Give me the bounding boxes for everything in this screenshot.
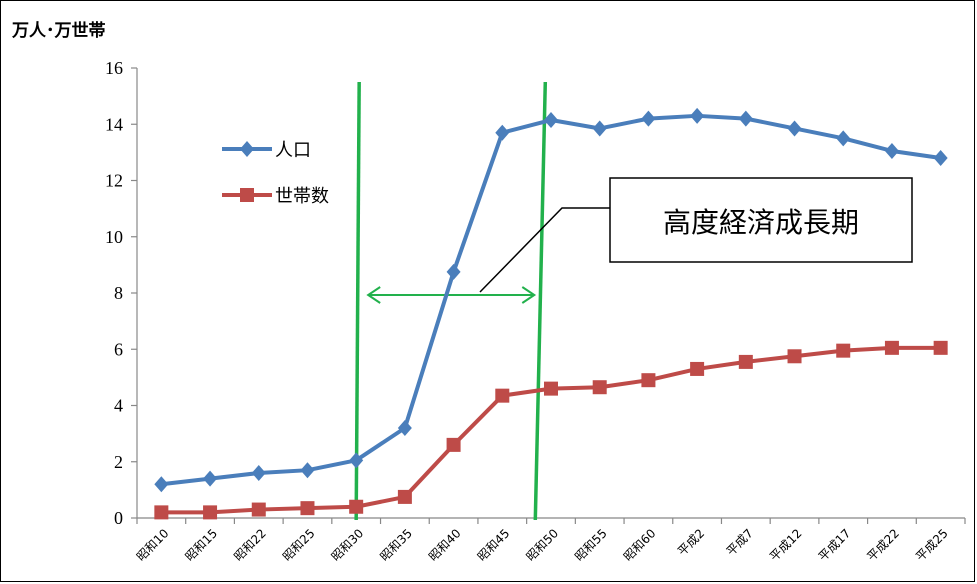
legend-label: 人口 xyxy=(275,140,311,161)
data-point-square xyxy=(154,505,169,520)
y-tick-label: 10 xyxy=(105,227,123,247)
data-point-diamond xyxy=(592,120,607,137)
data-point-diamond xyxy=(544,112,558,129)
series-layer xyxy=(154,107,948,520)
x-tick-label: 昭和50 xyxy=(523,526,561,564)
callout-box xyxy=(609,177,913,263)
legend-marker-diamond xyxy=(240,141,254,157)
x-tick-label: 平成17 xyxy=(816,526,854,564)
series-line xyxy=(161,345,941,515)
period-arrow-head-right xyxy=(521,286,537,304)
period-boundary-lines xyxy=(354,81,548,521)
data-point-square xyxy=(836,343,851,358)
x-tick-label: 昭和40 xyxy=(426,526,464,564)
data-point-diamond xyxy=(446,263,461,280)
data-point-diamond xyxy=(738,110,753,127)
data-point-diamond xyxy=(397,420,412,436)
data-point-square xyxy=(641,373,656,388)
data-point-diamond xyxy=(300,462,315,479)
data-point-square xyxy=(544,381,558,396)
y-tick-label: 0 xyxy=(114,508,123,528)
x-tick-label: 昭和55 xyxy=(572,526,610,564)
series-population xyxy=(154,107,948,493)
legend-label: 世帯数 xyxy=(275,186,329,207)
legend-item: 人口 xyxy=(222,140,311,161)
data-point-square xyxy=(933,340,948,355)
data-point-square xyxy=(495,388,510,403)
x-tick-label: 昭和35 xyxy=(377,526,415,564)
x-tick-label: 昭和10 xyxy=(134,526,172,564)
period-start-line xyxy=(354,81,361,521)
period-end-line xyxy=(533,81,548,521)
legend-item: 世帯数 xyxy=(222,186,329,207)
x-tick-label: 平成22 xyxy=(864,526,902,564)
callout-leader-line xyxy=(479,207,610,293)
data-point-diamond xyxy=(495,124,510,141)
x-tick-label: 平成12 xyxy=(767,526,805,564)
callout-text: 高度経済成長期 xyxy=(663,206,859,239)
data-point-diamond xyxy=(251,465,266,481)
data-point-diamond xyxy=(836,130,851,147)
x-tick-label: 平成2 xyxy=(675,526,707,558)
data-point-diamond xyxy=(641,110,656,127)
x-tick-label: 昭和15 xyxy=(183,526,221,564)
data-point-square xyxy=(446,437,461,452)
y-tick-label: 12 xyxy=(105,171,123,191)
period-arrow-head-left xyxy=(366,286,381,304)
data-point-diamond xyxy=(787,120,802,137)
data-point-square xyxy=(884,340,899,355)
data-point-square xyxy=(738,354,753,369)
x-tick-label: 平成25 xyxy=(913,526,951,564)
y-tick-label: 14 xyxy=(105,114,123,134)
data-point-diamond xyxy=(154,476,169,493)
data-point-diamond xyxy=(884,142,899,159)
callout: 高度経済成長期 xyxy=(479,177,913,293)
x-tick-label: 昭和25 xyxy=(280,526,318,564)
y-tick-label: 2 xyxy=(114,452,123,472)
unit-label: 万人･万世帯 xyxy=(11,20,106,41)
x-tick-label: 昭和60 xyxy=(621,526,659,564)
y-axis: 0 2 4 6 8 10 12 14 16 xyxy=(105,58,138,528)
x-tick-label: 昭和45 xyxy=(475,526,513,564)
y-tick-label: 4 xyxy=(114,396,123,416)
data-point-square xyxy=(690,361,705,376)
legend-marker-square xyxy=(240,188,254,202)
data-point-square xyxy=(592,380,607,395)
data-point-square xyxy=(203,505,218,520)
data-point-square xyxy=(251,502,266,517)
series-households xyxy=(154,340,948,520)
y-tick-label: 6 xyxy=(114,339,123,359)
x-tick-label: 平成7 xyxy=(724,526,756,558)
y-tick-label: 16 xyxy=(105,58,123,78)
data-point-diamond xyxy=(933,150,948,166)
data-point-square xyxy=(397,489,412,504)
x-tick-label: 昭和30 xyxy=(329,526,367,564)
data-point-square xyxy=(787,349,802,364)
data-point-square xyxy=(300,501,315,516)
x-tick-label: 昭和22 xyxy=(231,526,269,564)
data-point-diamond xyxy=(349,452,364,469)
x-axis: 昭和10 昭和15 昭和22 昭和25 昭和30 昭和35 昭和40 昭和45 昭和50 昭和55… xyxy=(134,517,966,564)
data-point-diamond xyxy=(690,107,705,124)
y-tick-label: 8 xyxy=(114,283,123,303)
data-point-square xyxy=(349,499,364,514)
series-line xyxy=(161,113,941,487)
data-point-diamond xyxy=(203,470,218,487)
